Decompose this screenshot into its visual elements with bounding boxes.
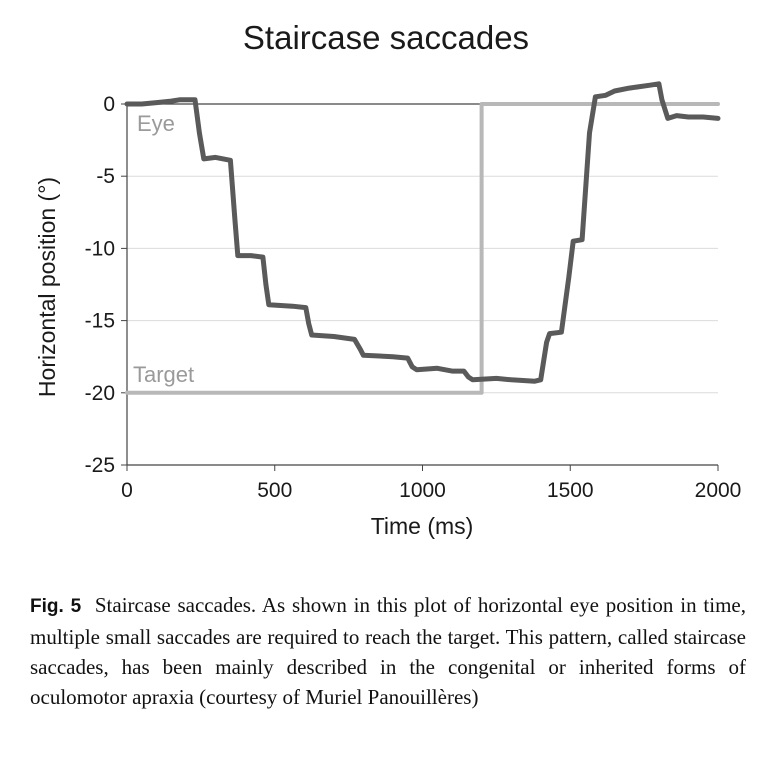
target-series-label: Target	[133, 362, 194, 387]
x-tick-label: 1500	[547, 479, 594, 502]
y-axis-title: Horizontal position (°)	[34, 177, 60, 397]
y-tick-label: -20	[85, 382, 115, 405]
staircase-chart: Staircase saccades 0 -5 -10 -15 -20 -25 0 500 10…	[34, 19, 742, 539]
y-tick-label: -25	[85, 454, 115, 477]
x-tick-label: 500	[257, 479, 292, 502]
chart-title: Staircase saccades	[243, 19, 529, 56]
target-series-line	[125, 102, 720, 395]
tick-labels: 0 -5 -10 -15 -20 -25 0 500 1000 1500 2000	[85, 93, 742, 502]
x-tick-label: 2000	[695, 479, 742, 502]
y-tick-label: -15	[85, 310, 115, 333]
y-tick-label: 0	[103, 93, 115, 116]
x-axis-title: Time (ms)	[371, 513, 474, 539]
series-lines	[124, 81, 721, 395]
x-tick-label: 0	[121, 479, 133, 502]
x-tick-label: 1000	[399, 479, 446, 502]
figure-label: Fig. 5	[30, 596, 82, 617]
y-tick-label: -5	[96, 165, 115, 188]
axes	[121, 103, 719, 471]
caption-text: Staircase saccades. As shown in this plo…	[30, 593, 746, 709]
eye-series-label: Eye	[137, 111, 175, 136]
eye-series-line	[124, 81, 721, 384]
figure-caption: Fig. 5 Staircase saccades. As shown in t…	[30, 590, 746, 712]
grid-lines	[127, 103, 718, 394]
y-tick-label: -10	[85, 237, 115, 260]
